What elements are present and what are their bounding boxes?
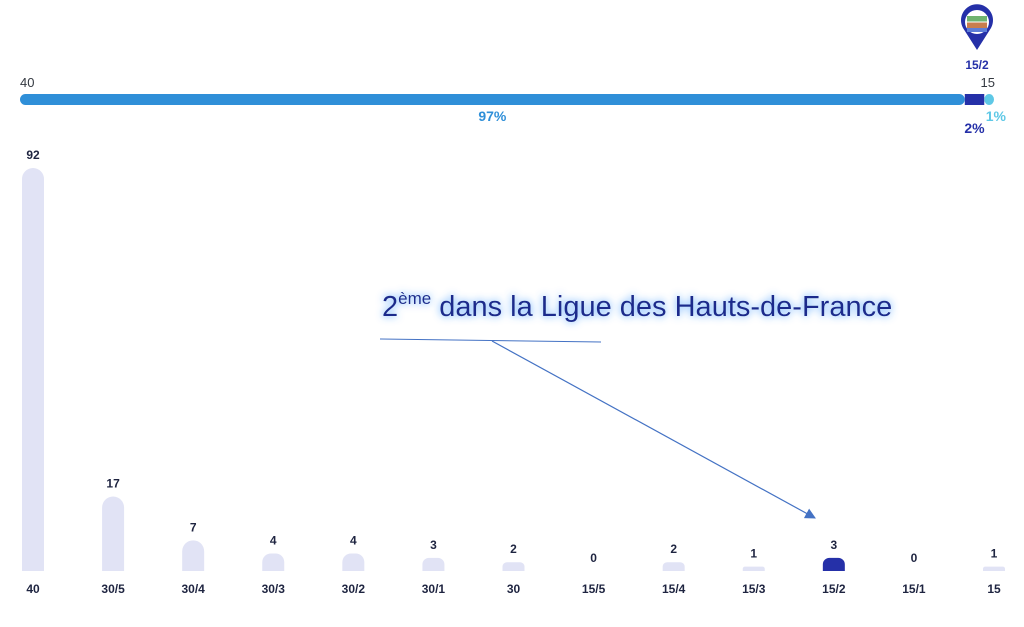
bar-value-label: 2 <box>510 542 517 556</box>
annotation-superscript: ème <box>398 289 431 308</box>
category-tick-label: 30/1 <box>422 582 446 596</box>
bar-value-label: 4 <box>350 533 357 547</box>
bar-30/4 <box>182 540 205 571</box>
bar-value-label: 4 <box>270 533 277 547</box>
bar-15 <box>983 566 1005 571</box>
bar-30/2 <box>342 553 365 571</box>
annotation-text: dans la Ligue des Hauts-de-France <box>439 291 892 323</box>
marker-label: 15/2 <box>965 58 989 72</box>
annotation-underline <box>379 338 602 343</box>
category-tick-label: 15/5 <box>582 582 606 596</box>
bar-value-label: 1 <box>750 547 757 561</box>
annotation-rank: 2 <box>382 291 398 323</box>
bar-40 <box>22 168 44 571</box>
range-segment-label-0: 97% <box>478 108 507 124</box>
category-tick-label: 30/3 <box>262 582 286 596</box>
bar-30/5 <box>102 496 125 571</box>
bar-value-label: 0 <box>911 551 918 565</box>
bar-30 <box>502 562 525 571</box>
ranking-annotation: 2ème dans la Ligue des Hauts-de-France <box>382 289 892 323</box>
category-tick-label: 15 <box>987 582 1001 596</box>
bar-15/4 <box>662 562 685 571</box>
category-tick-label: 40 <box>26 582 40 596</box>
range-segment-label-2: 1% <box>986 108 1007 124</box>
bar-value-label: 92 <box>26 148 40 162</box>
bar-value-label: 0 <box>590 551 597 565</box>
range-segment-1 <box>964 94 985 105</box>
category-tick-label: 30/5 <box>101 582 125 596</box>
bar-15/3 <box>742 566 765 571</box>
range-left-label: 40 <box>20 75 34 90</box>
bar-series: 92401730/5730/4430/3430/2330/1230015/521… <box>22 148 1005 596</box>
bar-value-label: 1 <box>991 547 998 561</box>
category-tick-label: 30/4 <box>181 582 205 596</box>
category-tick-label: 30/2 <box>342 582 366 596</box>
range-right-label: 15 <box>981 75 995 90</box>
bar-value-label: 2 <box>670 542 677 556</box>
category-tick-label: 15/2 <box>822 582 846 596</box>
location-pin-icon <box>961 4 993 50</box>
annotation-arrow <box>491 340 816 519</box>
bar-30/3 <box>262 553 285 571</box>
category-tick-label: 30 <box>507 582 521 596</box>
bar-30/1 <box>422 557 445 571</box>
range-bar: 97% 2%1% <box>20 94 1007 136</box>
bar-value-label: 3 <box>830 538 837 552</box>
category-tick-label: 15/4 <box>662 582 686 596</box>
category-tick-label: 15/1 <box>902 582 926 596</box>
range-segment-label-1: 2% <box>964 120 985 136</box>
category-tick-label: 15/3 <box>742 582 766 596</box>
range-segment-2 <box>984 94 994 105</box>
range-segment-0 <box>20 94 965 105</box>
bar-value-label: 3 <box>430 538 437 552</box>
bar-value-label: 7 <box>190 520 197 534</box>
bar-15/2 <box>822 557 845 571</box>
bar-value-label: 17 <box>106 477 120 491</box>
